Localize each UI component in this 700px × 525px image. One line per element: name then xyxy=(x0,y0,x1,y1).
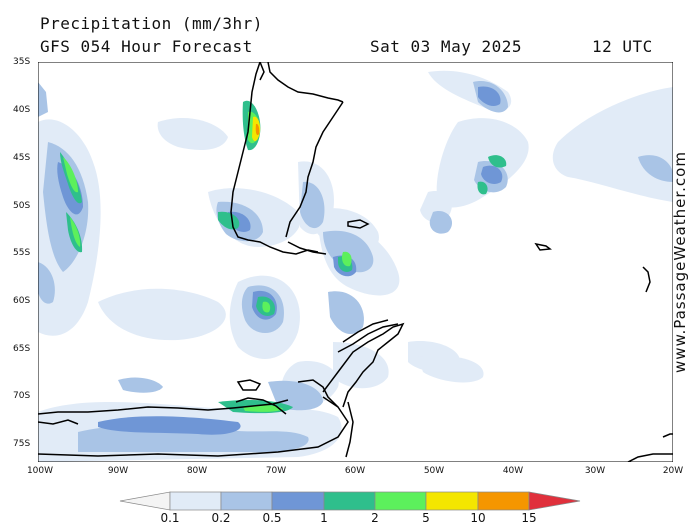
lat-label: 45S xyxy=(13,153,31,163)
map-title: Precipitation (mm/3hr) xyxy=(40,14,263,33)
legend-label: 1 xyxy=(320,511,328,525)
lat-label: 55S xyxy=(13,248,31,258)
legend-label: 2 xyxy=(371,511,379,525)
legend-label: 0.5 xyxy=(262,511,282,525)
lon-label: 30W xyxy=(584,466,606,476)
precipitation-map xyxy=(38,62,673,462)
lat-label: 50S xyxy=(13,201,31,211)
lat-label: 40S xyxy=(13,105,31,115)
legend-swatch xyxy=(374,491,427,511)
lon-label: 40W xyxy=(502,466,524,476)
lon-label: 60W xyxy=(344,466,366,476)
legend-label: 5 xyxy=(422,511,430,525)
legend-arrow-left xyxy=(119,491,171,511)
precip-10-15-areas xyxy=(255,123,260,136)
forecast-time: 12 UTC xyxy=(592,37,653,56)
lat-label: 65S xyxy=(13,344,31,354)
legend-label: 15 xyxy=(521,511,537,525)
lon-label: 80W xyxy=(186,466,208,476)
legend-swatch xyxy=(271,491,325,511)
precip-moderate-areas xyxy=(38,81,673,453)
legend-arrow-right xyxy=(528,491,581,511)
forecast-subtitle: GFS 054 Hour Forecast xyxy=(40,37,253,56)
lat-label: 75S xyxy=(13,439,31,449)
coastlines xyxy=(38,62,673,462)
legend-label: 0.2 xyxy=(211,511,231,525)
lat-label: 60S xyxy=(13,296,31,306)
lon-label: 90W xyxy=(107,466,129,476)
legend-swatch xyxy=(323,491,376,511)
lon-label: 20W xyxy=(662,466,684,476)
legend-label: 10 xyxy=(470,511,486,525)
lon-label: 100W xyxy=(26,466,54,476)
watermark-text: www.PassageWeather.com xyxy=(671,151,689,373)
legend-label: 0.1 xyxy=(160,511,180,525)
lon-label: 70W xyxy=(265,466,287,476)
color-legend xyxy=(119,491,581,511)
legend-swatch xyxy=(425,491,479,511)
legend-swatch xyxy=(220,491,273,511)
lon-label: 50W xyxy=(423,466,445,476)
lat-label: 35S xyxy=(13,57,31,67)
forecast-date: Sat 03 May 2025 xyxy=(370,37,522,56)
legend-swatch xyxy=(477,491,530,511)
legend-swatch xyxy=(169,491,222,511)
lat-label: 70S xyxy=(13,391,31,401)
